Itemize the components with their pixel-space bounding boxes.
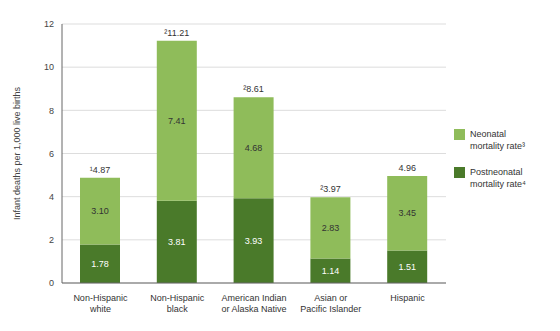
svg-text:8: 8	[49, 106, 54, 116]
svg-text:²11.21: ²11.21	[164, 28, 189, 38]
svg-text:¹4.87: ¹4.87	[90, 165, 111, 175]
svg-text:4.68: 4.68	[245, 143, 263, 153]
svg-text:Hispanic: Hispanic	[390, 293, 425, 303]
svg-text:3.45: 3.45	[398, 208, 416, 218]
html-text:Neonatal mortality rate³: Neonatal mortality rate³	[470, 128, 525, 151]
svg-text:4.96: 4.96	[398, 163, 416, 173]
svg-text:3.93: 3.93	[245, 236, 263, 246]
svg-text:American Indianor Alaska Nativ: American Indianor Alaska Native	[221, 293, 286, 314]
svg-text:10: 10	[44, 62, 54, 72]
svg-text:12: 12	[44, 19, 54, 29]
svg-text:Asian orPacific Islander: Asian orPacific Islander	[300, 293, 361, 314]
svg-text:2: 2	[49, 235, 54, 245]
svg-text:1.51: 1.51	[398, 262, 416, 272]
svg-text:1.78: 1.78	[91, 259, 109, 269]
svg-text:²3.97: ²3.97	[320, 184, 341, 194]
svg-text:3.81: 3.81	[168, 237, 186, 247]
svg-text:²8.61: ²8.61	[243, 84, 264, 94]
svg-text:Infant deaths per 1,000 live b: Infant deaths per 1,000 live births	[12, 86, 22, 220]
svg-text:7.41: 7.41	[168, 116, 186, 126]
svg-text:4: 4	[49, 192, 54, 202]
svg-text:6: 6	[49, 149, 54, 159]
svg-text:Non-Hispanicwhite: Non-Hispanicwhite	[73, 293, 128, 314]
svg-text:0: 0	[49, 278, 54, 288]
html-text:Postneonatal mortality rate⁴: Postneonatal mortality rate⁴	[470, 166, 526, 189]
svg-text:Non-Hispanicblack: Non-Hispanicblack	[150, 293, 205, 314]
svg-text:1.14: 1.14	[322, 266, 340, 276]
svg-text:2.83: 2.83	[322, 223, 340, 233]
svg-text:3.10: 3.10	[91, 206, 109, 216]
